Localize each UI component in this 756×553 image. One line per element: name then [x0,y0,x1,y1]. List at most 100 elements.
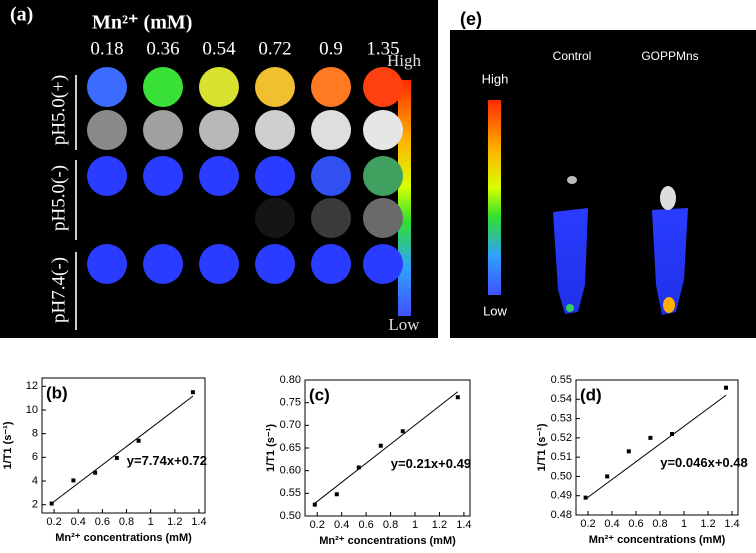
phantom [363,244,403,284]
phantom [87,110,127,150]
y-tick-label: 0.50 [551,470,572,482]
phantom [255,110,295,150]
point [626,449,631,454]
concentration-label: 0.72 [258,38,291,59]
y-tick-label: 0.52 [551,432,572,444]
header: Mn²⁺ (mM) [92,12,192,34]
y-tick-label: 0.51 [551,451,572,463]
point [136,438,141,443]
y-tick-label: 0.54 [551,393,572,405]
y-tick-label: 12 [26,380,38,392]
x-axis-label: Mn²⁺ concentrations (mM) [55,532,192,544]
x-tick-label: 0.6 [95,516,110,528]
y-tick-label: 0.53 [551,412,572,424]
phantom [87,244,127,284]
y-tick-label: 4 [32,475,38,487]
phantom [199,244,239,284]
phantom [199,67,239,107]
x-tick-label: 1.4 [724,518,739,530]
y-tick-label: 0.65 [280,442,301,454]
fit-line [51,395,194,504]
x-tick-label: 0.2 [580,518,595,530]
point [648,435,653,440]
annotation: y=0.21x+0.49 [391,456,471,471]
axes-frame [41,377,206,514]
row-label: pH5.0(-) [48,165,69,231]
phantom [311,110,351,150]
phantom [87,156,127,196]
y-tick-label: 2 [32,499,38,511]
panel-label: (b) [46,383,68,402]
point [312,502,317,507]
point [583,495,588,500]
y-axis-label: 1/T1 (s⁻¹) [2,421,14,469]
phantom [255,156,295,196]
phantom [311,67,351,107]
y-tick-label: 0.55 [280,487,301,499]
phantom [199,110,239,150]
phantom [87,67,127,107]
row-label: pH5.0(+) [48,75,69,145]
x-tick-label: 1 [148,516,154,528]
colorbar-low: Low [388,315,420,334]
y-tick-label: 0.80 [280,374,301,386]
axes-frame [575,379,739,516]
point [190,390,195,395]
point [334,492,339,497]
annotation: y=7.74x+0.72 [127,453,207,468]
y-tick-label: 8 [32,428,38,440]
phantom [363,198,403,238]
colorbar-high: High [387,51,422,70]
phantom [143,244,183,284]
x-axis-label: Mn²⁺ concentrations (mM) [589,534,726,546]
y-tick-label: 0.50 [280,510,301,522]
point [378,443,383,448]
y-axis-label: 1/T1 (s⁻¹) [536,423,548,471]
concentration-label: 0.18 [90,38,123,59]
x-tick-label: 0.6 [358,519,373,531]
x-tick-label: 0.8 [383,519,398,531]
x-tick-label: 1.4 [456,519,471,531]
x-tick-label: 0.4 [604,518,619,530]
colorbar-a [398,80,411,316]
y-tick-label: 0.75 [280,397,301,409]
phantom [199,156,239,196]
x-tick-label: 0.6 [628,518,643,530]
phantom [255,244,295,284]
y-tick-label: 0.60 [280,465,301,477]
tube-cap [660,186,676,210]
y-axis-label: 1/T1 (s⁻¹) [265,424,277,472]
x-tick-label: 1.2 [167,516,182,528]
x-axis-label: Mn²⁺ concentrations (mM) [319,535,456,547]
hotspot [663,297,675,313]
column-label: GOPPMns [641,49,698,63]
phantom [143,156,183,196]
phantom [143,110,183,150]
x-tick-label: 1.2 [432,519,447,531]
x-tick-label: 1 [681,518,687,530]
point [356,465,361,470]
phantom [143,67,183,107]
x-tick-label: 0.4 [71,516,86,528]
x-tick-label: 0.8 [652,518,667,530]
tube-sample [652,208,688,315]
annotation: y=0.046x+0.48 [660,455,747,470]
panel-label: (d) [580,385,602,404]
fit-line [314,391,459,504]
point [49,501,54,506]
x-tick-label: 1 [412,519,418,531]
point [605,474,610,479]
point [71,478,76,483]
x-tick-label: 0.8 [119,516,134,528]
x-tick-label: 1.4 [191,516,206,528]
x-tick-label: 0.2 [310,519,325,531]
phantom [311,244,351,284]
panel-label: (a) [10,4,33,26]
phantom [363,156,403,196]
concentration-label: 0.36 [146,38,179,59]
y-tick-label: 0.49 [551,490,572,502]
tube-cap [567,176,577,184]
y-tick-label: 0.55 [551,374,572,386]
x-tick-label: 0.4 [334,519,349,531]
